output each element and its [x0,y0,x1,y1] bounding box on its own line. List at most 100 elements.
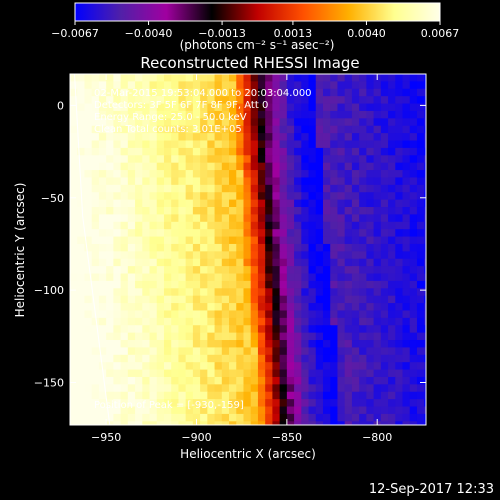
heatmap-cell [380,125,389,134]
heatmap-cell [308,170,317,179]
heatmap-cell [286,155,295,164]
heatmap-cell [84,155,93,164]
heatmap-cell [98,214,107,223]
heatmap-cell [424,103,426,112]
heatmap-cell [200,325,208,334]
heatmap-cell [388,288,396,297]
heatmap-cell [250,229,259,238]
heatmap-cell [178,170,187,179]
heatmap-cell [142,340,151,349]
heatmap-cell [200,155,208,164]
heatmap-cell [91,125,100,134]
heatmap-cell [315,236,324,245]
heatmap-cell [163,303,172,312]
heatmap-cell [236,421,245,425]
heatmap-cell [135,125,143,134]
heatmap-cell [322,310,331,319]
heatmap-cell [127,384,136,393]
heatmap-cell [149,391,158,400]
heatmap-cell [200,421,208,425]
heatmap-cell [207,369,216,378]
heatmap-cell [286,303,295,312]
heatmap-cell [308,369,317,378]
heatmap-cell [373,266,382,275]
heatmap-cell [70,310,78,319]
heatmap-cell [207,88,216,97]
heatmap-cell [84,280,93,289]
heatmap-cell [380,421,389,425]
heatmap-cell [156,229,165,238]
heatmap-cell [135,207,143,215]
heatmap-cell [409,199,418,208]
heatmap-cell [120,317,129,326]
heatmap-cell [337,133,346,142]
heatmap-cell [84,207,93,215]
heatmap-cell [207,376,216,385]
heatmap-cell [221,125,230,134]
heatmap-cell [351,332,360,341]
heatmap-cell [156,295,165,304]
heatmap-cell [416,332,425,341]
heatmap-cell [192,340,201,349]
heatmap-cell [272,251,281,260]
heatmap-cell [91,413,100,422]
heatmap-cell [185,413,194,422]
heatmap-cell [402,406,411,415]
heatmap-cell [337,413,346,422]
heatmap-cell [236,406,245,415]
heatmap-cell [98,295,107,304]
heatmap-cell [120,332,129,341]
heatmap-cell [395,251,404,260]
heatmap-cell [229,362,237,371]
heatmap-cell [279,332,288,341]
heatmap-cell [308,96,317,105]
heatmap-cell [380,369,389,378]
heatmap-cell [185,74,194,82]
heatmap-cell [135,325,143,334]
heatmap-cell [424,369,426,378]
heatmap-cell [98,317,107,326]
heatmap-cell [359,103,367,112]
heatmap-cell [301,332,310,341]
heatmap-cell [286,273,295,282]
peak-position-label: Position of Peak = [-930,-159] [94,400,244,411]
heatmap-cell [142,421,151,425]
info-total-counts: Clean Total counts: 3.01E+05 [94,124,242,135]
heatmap-cell [337,310,346,319]
heatmap-cell [344,384,353,393]
heatmap-cell [214,258,223,267]
heatmap-cell [337,362,346,371]
heatmap-cell [207,391,216,400]
heatmap-cell [91,88,100,97]
heatmap-cell [135,310,143,319]
heatmap-cell [200,251,208,260]
heatmap-cell [366,243,375,252]
heatmap-cell [214,280,223,289]
heatmap-cell [77,317,86,326]
heatmap-cell [402,125,411,134]
heatmap-cell [250,273,259,282]
heatmap-cell [113,303,122,312]
heatmap-cell [243,258,252,267]
heatmap-cell [409,310,418,319]
heatmap-cell [243,295,252,304]
heatmap-cell [308,125,317,134]
heatmap-cell [395,96,404,105]
heatmap-cell [106,310,114,319]
heatmap-cell [380,384,389,393]
heatmap-cell [84,310,93,319]
heatmap-cell [185,340,194,349]
heatmap-cell [135,413,143,422]
heatmap-cell [380,229,389,238]
heatmap-cell [330,384,339,393]
heatmap-cell [77,155,86,164]
heatmap-cell [402,413,411,422]
heatmap-cell [272,266,281,275]
heatmap-cell [380,133,389,142]
heatmap-cell [315,81,324,90]
heatmap-cell [192,406,201,415]
heatmap-cell [265,332,273,341]
heatmap-cell [236,303,245,312]
heatmap-cell [120,155,129,164]
heatmap-cell [236,391,245,400]
